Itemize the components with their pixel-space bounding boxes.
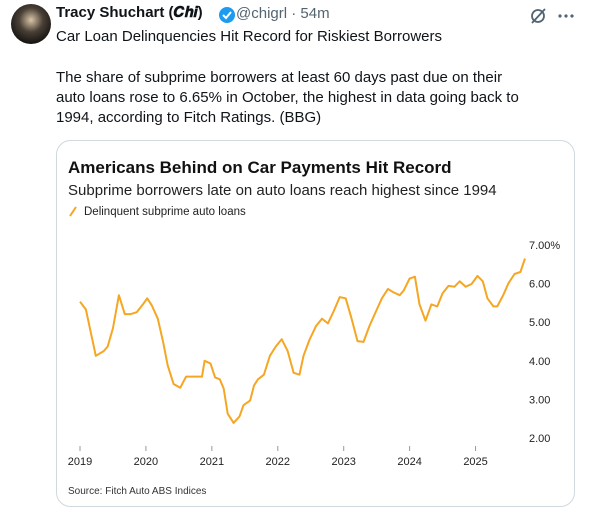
- y-tick-label: 4.00: [529, 356, 550, 368]
- legend-label: Delinquent subprime auto loans: [84, 206, 246, 218]
- y-tick-label: 2.00: [529, 433, 550, 445]
- x-tick-label: 2024: [397, 456, 421, 468]
- y-tick-label: 6.00: [529, 279, 550, 291]
- x-tick-label: 2022: [266, 456, 290, 468]
- y-tick-label: 5.00: [529, 317, 550, 329]
- x-tick-label: 2019: [68, 456, 92, 468]
- x-tick-label: 2025: [463, 456, 487, 468]
- handle-time[interactable]: @chigrl · 54m: [236, 5, 330, 22]
- tweet-body: The share of subprime borrowers at least…: [56, 69, 519, 126]
- more-icon[interactable]: [558, 14, 574, 18]
- x-tick-label: 2023: [331, 456, 355, 468]
- tweet-headline: Car Loan Delinquencies Hit Record for Ri…: [56, 28, 442, 45]
- chart-card[interactable]: [56, 140, 575, 507]
- grok-icon[interactable]: [531, 8, 546, 24]
- y-tick-label: 3.00: [529, 394, 550, 406]
- data-line: [79, 258, 526, 424]
- legend-swatch: [69, 206, 77, 217]
- chart-subtitle: Subprime borrowers late on auto loans re…: [68, 182, 497, 199]
- verified-badge: [219, 7, 235, 23]
- x-tick-label: 2021: [200, 456, 224, 468]
- chart-title: Americans Behind on Car Payments Hit Rec…: [68, 158, 452, 177]
- x-tick-label: 2020: [134, 456, 158, 468]
- author-name[interactable]: Tracy Shuchart (𝑪𝒉𝒊): [56, 4, 203, 21]
- avatar[interactable]: [11, 4, 51, 44]
- chart-source: Source: Fitch Auto ABS Indices: [68, 486, 206, 497]
- y-tick-label: 7.00%: [529, 240, 560, 252]
